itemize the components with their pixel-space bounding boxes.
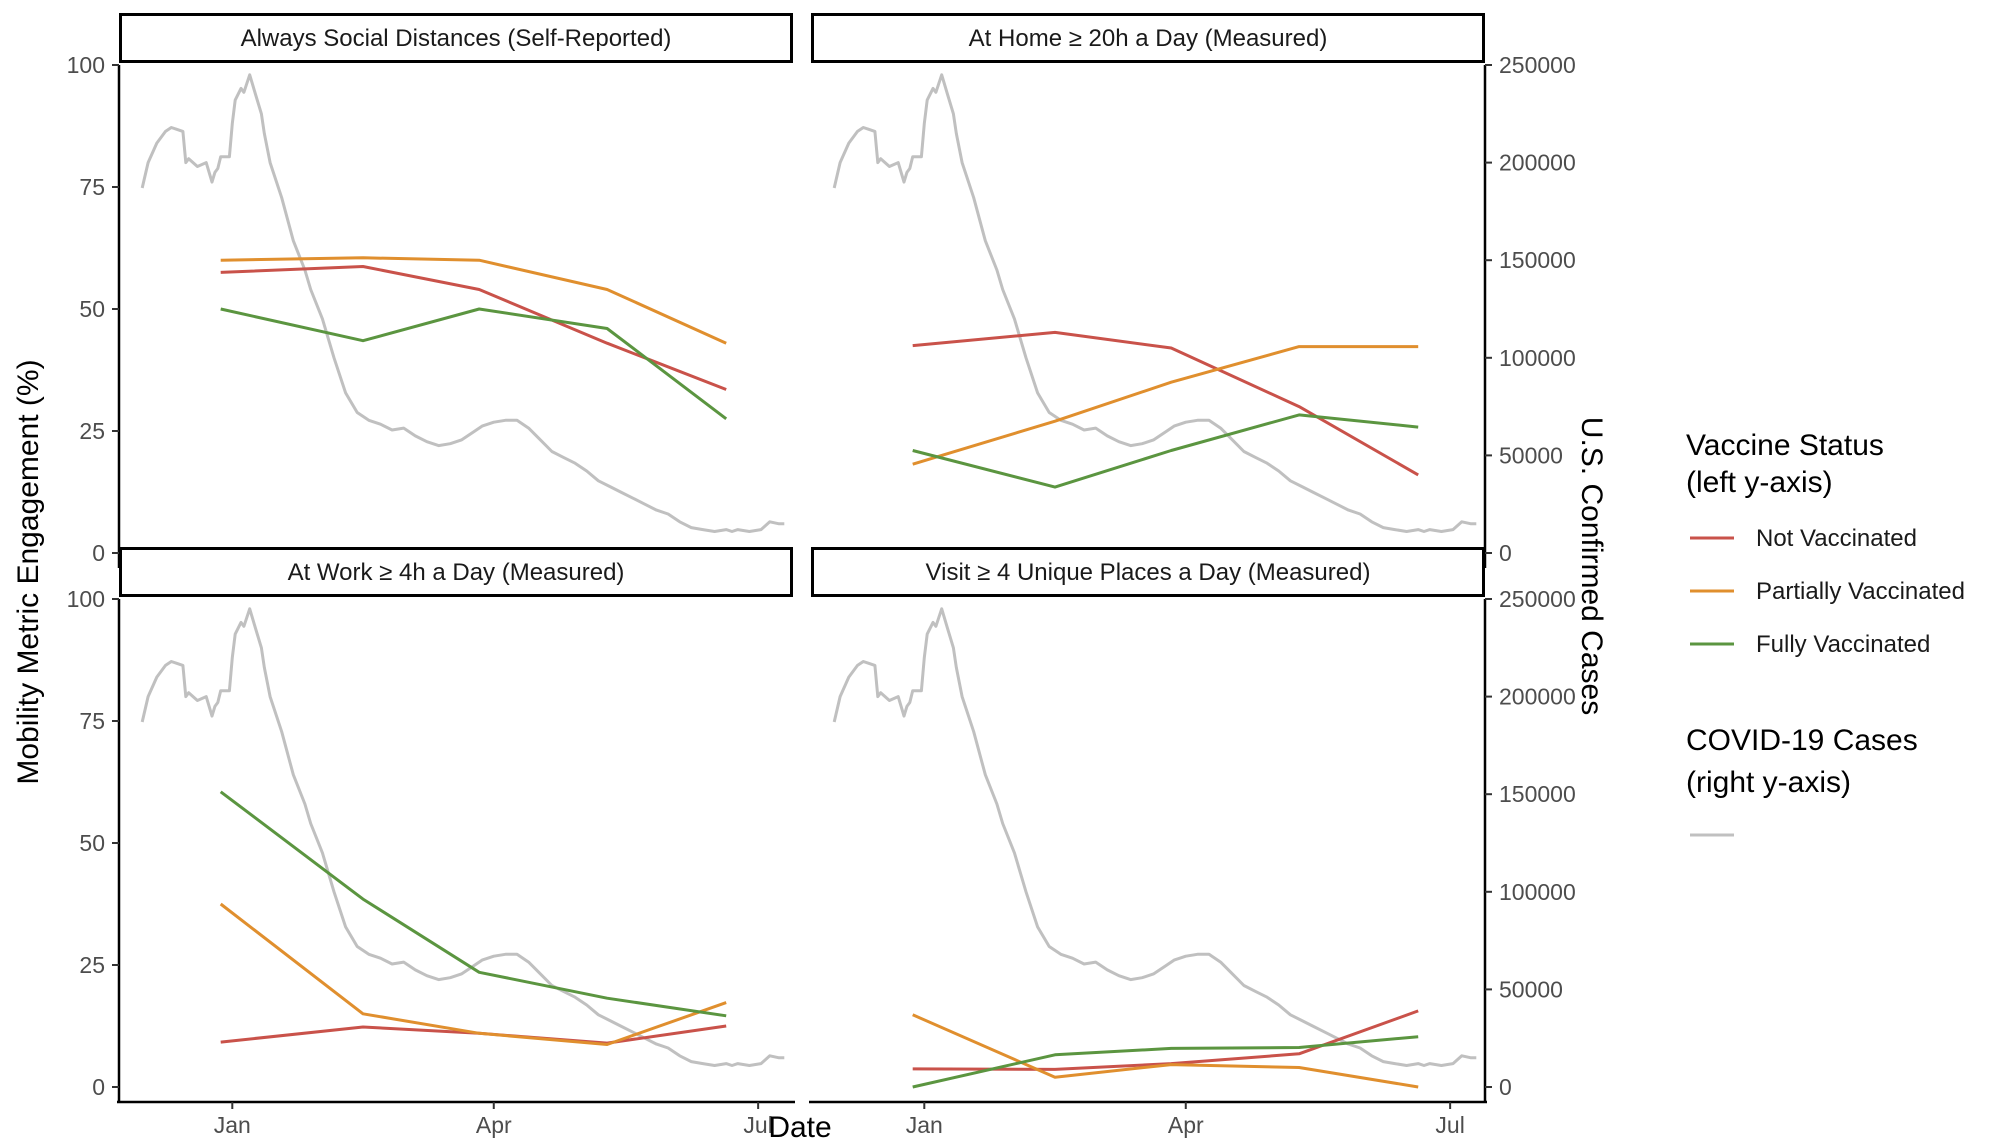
y2-tick-label: 150000 xyxy=(1499,781,1576,807)
y-tick-label: 25 xyxy=(79,418,105,444)
y2-tick-label: 100000 xyxy=(1499,345,1576,371)
series-line-fully-vaccinated xyxy=(219,790,727,1018)
legend-label: Partially Vaccinated xyxy=(1756,578,1965,605)
y2-tick-label: 0 xyxy=(1499,540,1512,566)
x-tick-label: Jul xyxy=(743,1112,772,1138)
y2-tick-label: 250000 xyxy=(1499,52,1576,78)
y2-axis-title: U.S. Confirmed Cases xyxy=(1575,417,1608,715)
panel-strip xyxy=(119,13,793,63)
legend-vaccine-title-1: Vaccine Status xyxy=(1686,429,1884,462)
y2-tick-label: 200000 xyxy=(1499,684,1576,710)
legend-label: Not Vaccinated xyxy=(1756,525,1917,552)
y-tick-label: 50 xyxy=(79,296,105,322)
x-tick-label: Jul xyxy=(1435,1112,1464,1138)
x-tick-label: Jan xyxy=(906,1112,943,1138)
y-tick-label: 75 xyxy=(79,708,105,734)
cases-line xyxy=(140,607,785,1067)
y2-tick-label: 200000 xyxy=(1499,150,1576,176)
y-tick-label: 75 xyxy=(79,174,105,200)
cases-line xyxy=(832,73,1477,533)
x-axis-title: Date xyxy=(768,1111,831,1144)
series-line-not-vaccinated xyxy=(912,330,1419,477)
cases-line xyxy=(832,607,1477,1067)
series-line-partially-vaccinated xyxy=(220,256,727,345)
y-axis-title: Mobility Metric Engagement (%) xyxy=(12,359,45,784)
legend-vaccine-title-2: (left y-axis) xyxy=(1686,466,1833,499)
y2-tick-label: 0 xyxy=(1499,1074,1512,1100)
y2-tick-label: 150000 xyxy=(1499,247,1576,273)
x-tick-label: Apr xyxy=(476,1112,512,1138)
legend-cases-title-1: COVID-19 Cases xyxy=(1686,724,1918,757)
y-tick-label: 100 xyxy=(67,586,105,612)
panel-strip xyxy=(811,13,1485,63)
panel-3: At Work ≥ 4h a Day (Measured) 0 25 50 75 100 J… xyxy=(67,547,795,1138)
x-tick-label: Apr xyxy=(1168,1112,1204,1138)
legend-cases-title-2: (right y-axis) xyxy=(1686,766,1851,799)
y2-tick-label: 250000 xyxy=(1499,586,1576,612)
y2-tick-label: 50000 xyxy=(1499,442,1563,468)
panel-title: Always Social Distances (Self-Reported) xyxy=(241,25,672,52)
legend-label: Fully Vaccinated xyxy=(1756,631,1930,658)
legend-items: Not Vaccinated Partially Vaccinated Fully … xyxy=(1690,525,1965,658)
panel-4: Visit ≥ 4 Unique Places a Day (Measured)… xyxy=(809,547,1576,1138)
panels-layer: Always Social Distances (Self-Reported) 0… xyxy=(67,13,1576,1138)
series-line-fully-vaccinated xyxy=(912,1035,1419,1089)
panel-title: At Work ≥ 4h a Day (Measured) xyxy=(288,559,625,586)
panel-title: At Home ≥ 20h a Day (Measured) xyxy=(969,25,1328,52)
panel-strip xyxy=(119,547,793,597)
y-tick-label: 25 xyxy=(79,952,105,978)
y-tick-label: 100 xyxy=(67,52,105,78)
panel-1: Always Social Distances (Self-Reported) 0… xyxy=(67,13,793,568)
y2-tick-label: 100000 xyxy=(1499,879,1576,905)
series-line-partially-vaccinated xyxy=(219,902,727,1046)
cases-line xyxy=(140,73,785,533)
series-line-fully-vaccinated xyxy=(912,413,1419,489)
x-tick-label: Jan xyxy=(214,1112,251,1138)
series-line-partially-vaccinated xyxy=(912,345,1419,466)
y2-tick-label: 50000 xyxy=(1499,976,1563,1002)
legend: Vaccine Status (left y-axis) Not Vaccina… xyxy=(1686,429,1965,837)
y-tick-label: 50 xyxy=(79,830,105,856)
series-line-not-vaccinated xyxy=(220,265,727,391)
panel-title: Visit ≥ 4 Unique Places a Day (Measured) xyxy=(926,559,1371,586)
panel-2: At Home ≥ 20h a Day (Measured) 0 50000 1000… xyxy=(811,13,1576,568)
series-line-partially-vaccinated xyxy=(912,1013,1419,1089)
y-tick-label: 0 xyxy=(92,540,105,566)
panel-strip xyxy=(811,547,1485,597)
y-tick-label: 0 xyxy=(92,1074,105,1100)
series-line-fully-vaccinated xyxy=(220,307,728,420)
